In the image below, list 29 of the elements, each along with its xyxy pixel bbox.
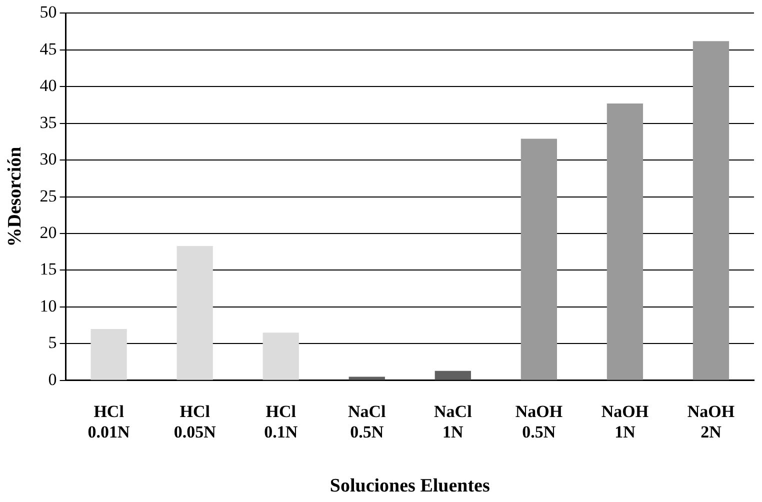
y-tick-label: 50 — [40, 2, 57, 22]
x-tick-label: NaOH 1N — [601, 402, 649, 442]
y-tick-label: 10 — [40, 296, 57, 316]
y-tick-label: 35 — [40, 112, 57, 132]
y-tick-label: 5 — [48, 333, 57, 352]
y-tick-label: 30 — [40, 150, 57, 169]
x-tick-label: NaCl 1N — [434, 402, 472, 442]
y-tick-label: 40 — [40, 76, 57, 96]
bar — [520, 138, 558, 380]
x-tick-label: HCl 0.1N — [264, 402, 298, 442]
y-tick-label: 20 — [40, 222, 57, 242]
bar — [692, 41, 730, 380]
x-tick-label: NaOH 0.5N — [515, 402, 563, 442]
bar — [606, 104, 644, 380]
y-tick-label: 15 — [40, 260, 57, 279]
x-tick-label: NaOH 2N — [687, 402, 735, 442]
bar — [176, 246, 213, 380]
y-tick-label: 25 — [40, 186, 57, 206]
y-tick-label: 45 — [40, 39, 57, 58]
bar — [90, 328, 127, 380]
x-tick-label: HCl 0.01N — [88, 402, 131, 442]
bar — [262, 332, 299, 380]
x-tick-label: NaCl 0.5N — [348, 402, 386, 442]
y-tick-label: 0 — [48, 370, 57, 389]
bar — [434, 370, 471, 380]
y-axis-title: %Desorción — [4, 146, 26, 247]
x-axis-title: Soluciones Eluentes — [330, 476, 490, 497]
x-tick-label: HCl 0.05N — [174, 402, 217, 442]
bar — [348, 376, 385, 380]
